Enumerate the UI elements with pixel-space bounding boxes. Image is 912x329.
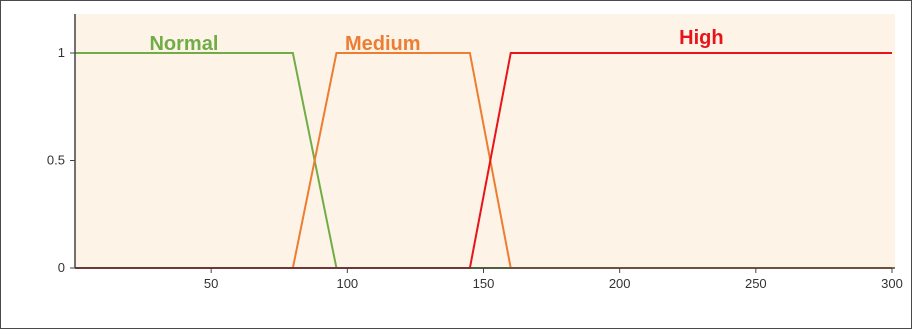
x-tick-label: 150: [473, 276, 495, 291]
series-label-high: High: [679, 27, 723, 49]
y-tick-label: 0: [58, 260, 65, 275]
plot-area: [75, 14, 895, 268]
x-tick-label: 300: [881, 276, 903, 291]
x-tick-label: 50: [204, 276, 218, 291]
x-tick-label: 200: [609, 276, 631, 291]
x-tick-label: 100: [336, 276, 358, 291]
x-tick-label: 250: [745, 276, 767, 291]
y-tick-label: 1: [58, 45, 65, 60]
series-label-layer: Normal Medium High: [149, 27, 723, 55]
series-label-normal: Normal: [149, 33, 218, 55]
tick-layer: 50 100 150 200 250 300 0 0.5 1: [47, 45, 903, 291]
y-tick-label: 0.5: [47, 153, 65, 168]
series-label-medium: Medium: [345, 33, 421, 55]
